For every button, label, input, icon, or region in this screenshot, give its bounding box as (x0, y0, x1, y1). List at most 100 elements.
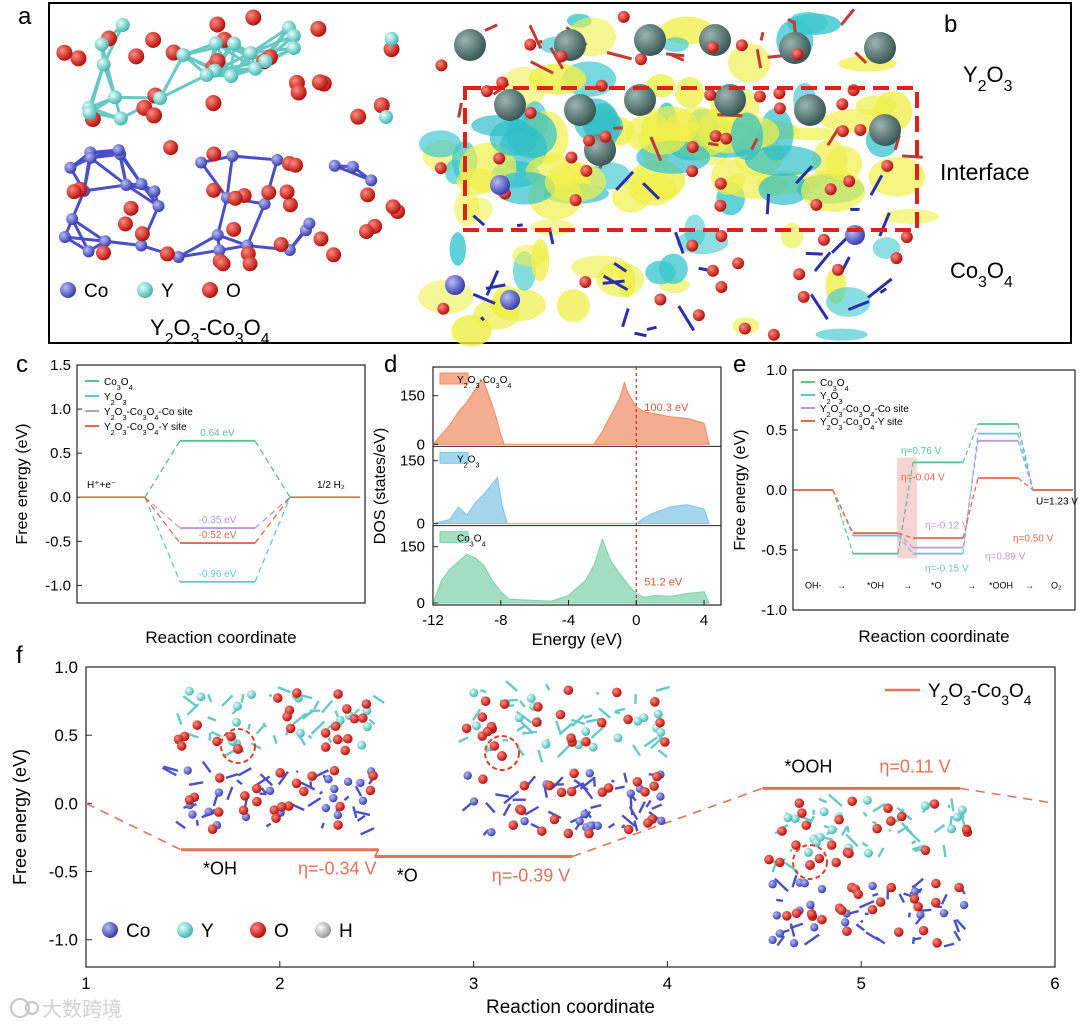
bond (457, 102, 463, 118)
oxygen-atom (482, 726, 493, 737)
yttrium-atom (246, 690, 256, 700)
bond (911, 839, 917, 845)
oxygen-atom (117, 216, 133, 232)
eta-label: η=-0.04 V (901, 472, 945, 483)
isosurface-positive (781, 127, 840, 141)
bond (313, 700, 320, 710)
bond (480, 316, 485, 322)
yttrium-atom (714, 84, 746, 116)
yttrium-atom (947, 824, 957, 834)
bond (225, 155, 234, 198)
connector (1017, 440, 1034, 491)
oxygen-atom (844, 848, 854, 859)
x-tick-label: 4 (700, 612, 708, 629)
isosurface-positive (638, 122, 686, 155)
oxygen-atom (349, 713, 360, 724)
x-axis-label: Energy (eV) (532, 630, 623, 649)
label-interface: Interface (940, 159, 1030, 185)
yttrium-atom (494, 89, 526, 121)
oxygen-atom (437, 302, 450, 315)
cobalt-atom (868, 881, 877, 891)
watermark-text: 大数跨境 (42, 998, 122, 1021)
bond (240, 693, 245, 703)
state-label: *O (397, 866, 418, 886)
panel-label-f: f (16, 642, 23, 669)
y-tick-label: 0.5 (766, 422, 787, 439)
bond (854, 51, 868, 65)
oxygen-atom (714, 177, 727, 190)
bond (355, 810, 371, 817)
oxygen-atom (261, 184, 277, 200)
oxygen-atom (383, 41, 400, 58)
bond (482, 829, 490, 836)
isosurface-negative (662, 37, 689, 53)
arrow-icon: → (903, 580, 912, 590)
bond (237, 767, 252, 777)
connector (144, 496, 181, 583)
bond (480, 689, 487, 694)
oxygen-atom (320, 728, 331, 738)
bond (911, 844, 926, 851)
bond (813, 251, 832, 273)
state-label: *OOH (784, 756, 832, 776)
dos-area (432, 476, 711, 525)
bond (602, 279, 625, 285)
panel-label-e: e (733, 351, 746, 378)
bond (472, 292, 496, 305)
yttrium-atom (362, 706, 372, 716)
oxygen-atom (519, 780, 530, 791)
bond (759, 31, 765, 41)
cobalt-atom (58, 230, 71, 243)
oxygen-atom (753, 90, 766, 103)
oxygen-atom (350, 108, 367, 125)
oxygen-atom (299, 786, 309, 797)
bond (581, 785, 594, 800)
bond (871, 892, 879, 897)
cobalt-atom (520, 816, 529, 826)
bond (590, 803, 602, 809)
adsorption-site-marker (220, 728, 256, 764)
oxygen-atom (311, 74, 328, 91)
yttrium-atom (790, 814, 800, 824)
cobalt-atom (789, 938, 799, 948)
isosurface-positive (464, 197, 493, 222)
bond (537, 749, 544, 763)
cobalt-atom (328, 159, 341, 172)
oxygen-atom (533, 702, 543, 712)
cobalt-atom (346, 160, 359, 173)
oxygen-atom (332, 734, 343, 745)
yttrium-atom (196, 692, 206, 702)
label-co3o4: Co3O4 (950, 258, 1013, 291)
bond (657, 749, 668, 758)
bond (674, 231, 685, 254)
cobalt-atom (148, 185, 161, 198)
x-tick-label: 2 (275, 974, 284, 993)
bond (879, 287, 888, 294)
bond (255, 724, 265, 735)
yttrium-atom (588, 742, 598, 752)
bond (291, 803, 305, 812)
isosurface-positive (882, 208, 940, 224)
cobalt-atom (841, 918, 850, 927)
bond (791, 874, 798, 888)
yttrium-atom (243, 46, 258, 61)
bond (773, 877, 789, 893)
bond (104, 239, 142, 248)
cobalt-atom (365, 174, 378, 187)
data-label: -0.96 eV (199, 569, 237, 580)
cobalt-atom (656, 792, 665, 801)
oxygen-atom (206, 182, 222, 198)
cobalt-atom (657, 816, 666, 826)
oxygen-atom (836, 125, 849, 138)
bond (199, 161, 229, 199)
oxygen-atom (214, 773, 225, 783)
cobalt-atom (211, 228, 224, 241)
yttrium-atom (199, 68, 214, 83)
legend-label-y: Y (201, 921, 214, 942)
bond (585, 717, 601, 724)
oxygen-atom (929, 799, 940, 809)
yttrium-atom (362, 722, 372, 732)
oxygen-atom (435, 59, 448, 72)
bond (522, 730, 538, 735)
isosurface-positive (596, 262, 645, 298)
